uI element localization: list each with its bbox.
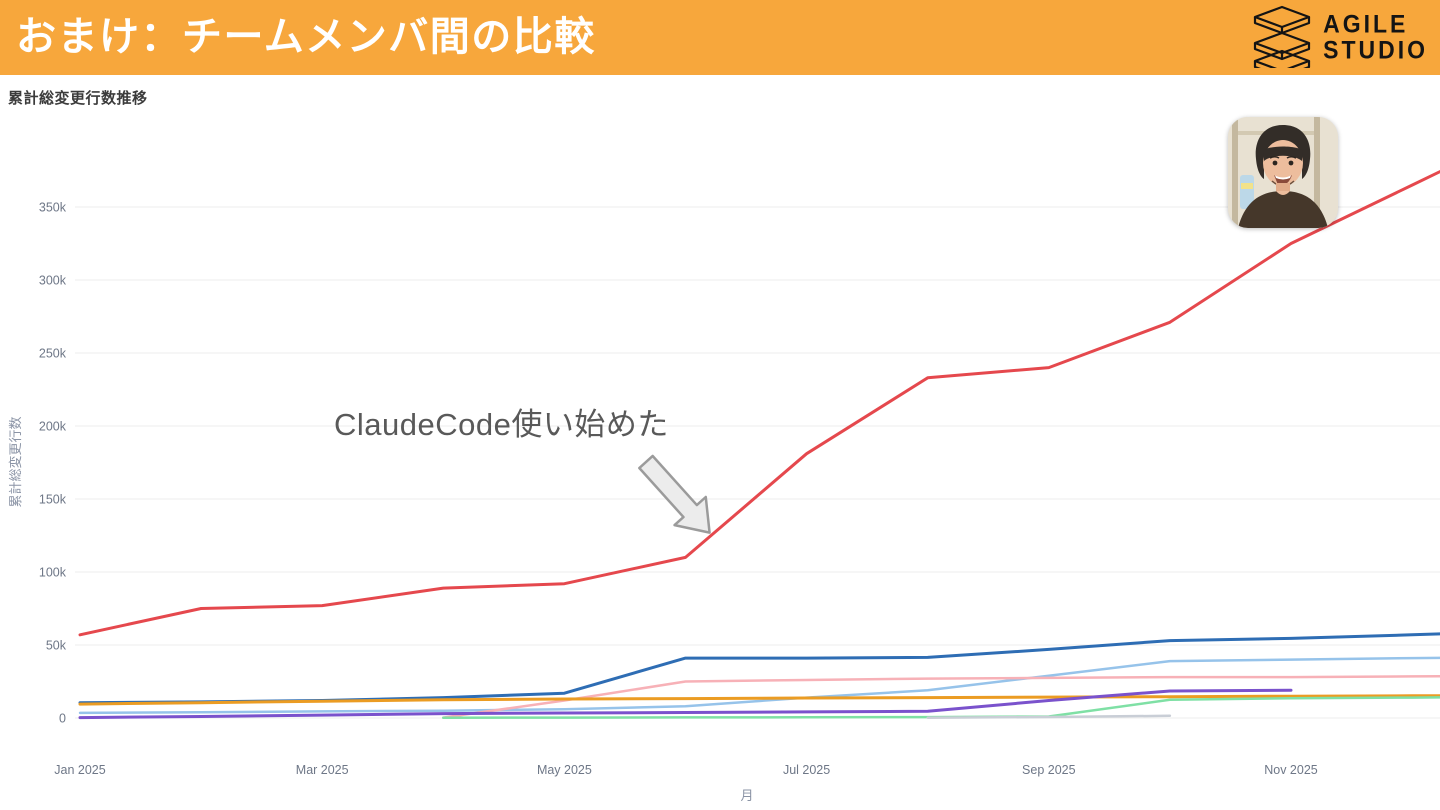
series-member-red [78, 169, 1440, 637]
avatar-photo [1228, 117, 1338, 228]
x-tick-label: Jul 2025 [783, 763, 830, 777]
series-member-gray [926, 714, 1172, 719]
y-tick-label: 0 [59, 712, 66, 726]
series-member-purple [78, 688, 1293, 720]
annotation-arrow-icon [638, 454, 711, 534]
logo-line2: STUDIO [1323, 35, 1428, 64]
agile-studio-logo: AGILE STUDIO [1249, 4, 1428, 78]
y-tick-label: 150k [39, 493, 67, 507]
y-tick-label: 350k [39, 201, 67, 215]
axis-labels: 0 50k 100k 150k 200k 250k 300k 350k Jan 2025 Mar … [8, 201, 1318, 804]
logo-line1: AGILE [1323, 10, 1409, 39]
series-member-lightblue [78, 656, 1440, 715]
chart-title: 累計総変更行数推移 [8, 90, 148, 107]
slide-title: おまけ：チームメンバ間の比較 [16, 15, 596, 59]
y-tick-label: 300k [39, 274, 67, 288]
y-tick-label: 100k [39, 566, 67, 580]
header-bar: おまけ：チームメンバ間の比較 AGILE STUDIO [0, 0, 1440, 78]
y-tick-label: 250k [39, 347, 67, 361]
series-member-orange [78, 694, 1440, 706]
y-axis-title: 累計総変更行数 [8, 416, 23, 507]
x-axis-title: 月 [740, 788, 753, 803]
y-tick-label: 200k [39, 420, 67, 434]
y-tick-label: 50k [46, 639, 67, 653]
line-chart: 0 50k 100k 150k 200k 250k 300k 350k Jan 2025 Mar … [8, 169, 1440, 804]
x-tick-label: May 2025 [537, 763, 592, 777]
x-tick-label: Mar 2025 [296, 763, 349, 777]
x-tick-label: Nov 2025 [1264, 763, 1318, 777]
series-member-blue [78, 632, 1440, 705]
x-tick-label: Jan 2025 [54, 763, 105, 777]
gridlines [75, 206, 1440, 719]
stacked-boxes-icon [1249, 4, 1315, 78]
logo-wordmark: AGILE STUDIO [1323, 10, 1428, 64]
x-tick-label: Sep 2025 [1022, 763, 1076, 777]
series-member-pink [442, 674, 1440, 719]
avatar-illustration [1228, 117, 1338, 228]
chart-series [78, 169, 1440, 720]
annotation-text: ClaudeCode使い始めた [334, 407, 669, 442]
